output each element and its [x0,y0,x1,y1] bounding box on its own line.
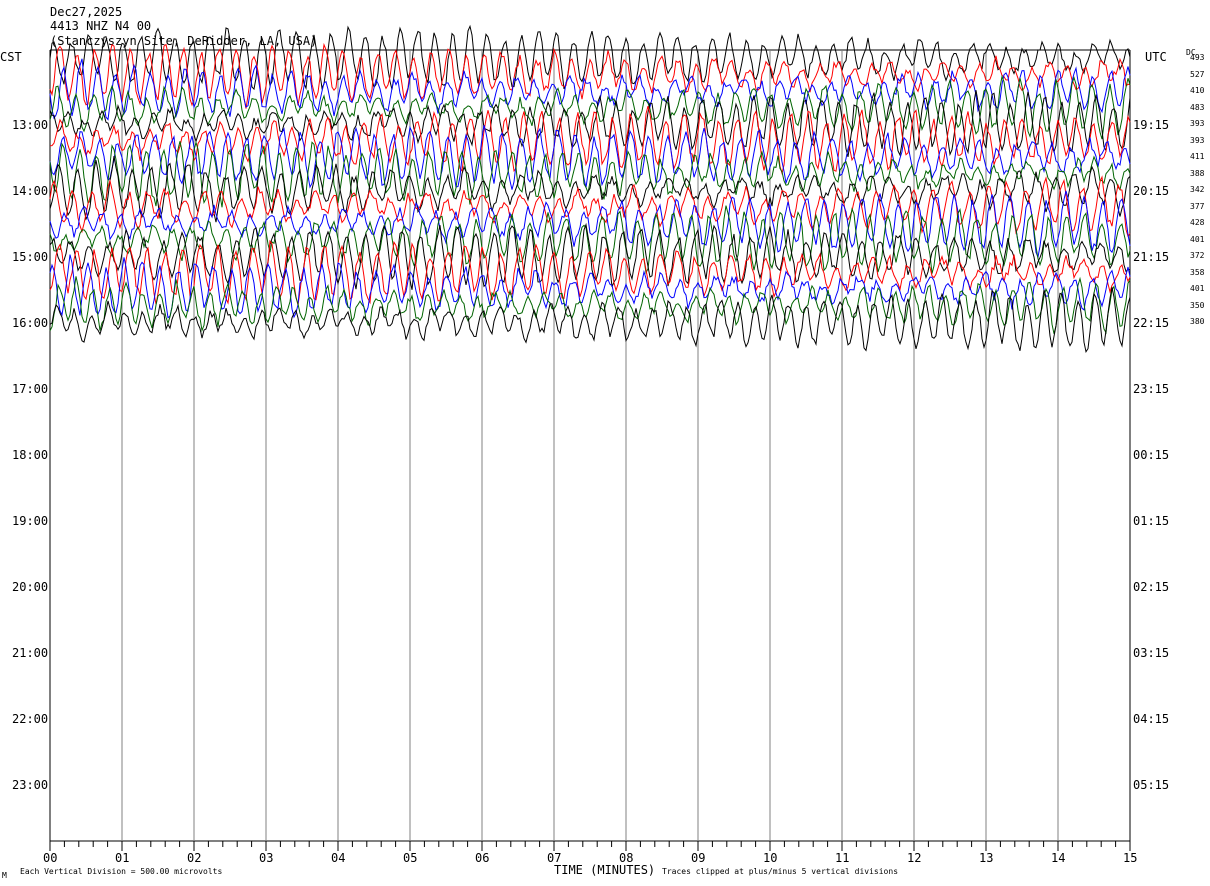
left-hour-label: 22:00 [12,712,49,726]
seismic-trace [49,222,1131,290]
seismic-trace [49,90,1131,158]
left-hour-label: 16:00 [12,316,49,330]
dc-value: 380 [1190,317,1205,326]
dc-value: 401 [1190,234,1205,244]
seismic-trace [49,190,1131,259]
left-hour-label: 15:00 [12,250,49,264]
x-tick-label: 08 [619,851,634,865]
left-hour-label: 19:00 [12,514,49,528]
seismic-trace [49,276,1131,335]
x-tick-label: 01 [115,851,130,865]
x-tick-label: 10 [763,851,778,865]
left-hour-label: 13:00 [12,118,49,132]
dc-value: 393 [1190,119,1205,128]
seismic-trace [49,105,1131,176]
right-hour-label: 04:15 [1133,712,1170,726]
right-hour-label: 21:15 [1133,250,1170,264]
footer-scale-note: Each Vertical Division = 500.00 microvol… [20,867,223,876]
dc-header-label: DC [1186,48,1196,57]
right-hour-label: 19:15 [1133,118,1170,132]
left-hour-label: 21:00 [12,646,49,660]
dc-value: 401 [1190,284,1205,293]
right-hour-label: 03:15 [1133,646,1170,660]
x-tick-label: 05 [403,851,418,865]
chart-date: Dec27,2025 [50,5,123,19]
corner-mark: M [2,871,7,880]
dc-value: 388 [1190,168,1205,178]
seismic-trace [49,42,1131,109]
seismic-trace [49,24,1131,91]
right-hour-label: 22:15 [1133,316,1170,330]
dc-value: 410 [1190,86,1205,95]
right-hour-label: 20:15 [1133,184,1170,198]
seismic-trace [49,254,1131,319]
dc-value: 377 [1190,201,1205,211]
x-axis-title: TIME (MINUTES) [554,863,656,877]
seismic-trace [49,156,1131,223]
x-tick-label: 03 [259,851,274,865]
left-hour-label: 18:00 [12,448,49,462]
left-hour-label: 20:00 [12,580,49,594]
plot-grid [49,49,1131,842]
x-tick-label: 02 [187,851,202,865]
seismic-trace [49,175,1131,238]
x-tick-label: 13 [979,851,994,865]
seismic-trace [49,239,1131,306]
dc-value: 350 [1190,300,1205,310]
dc-value: 342 [1190,185,1205,194]
x-tick-label: 07 [547,851,562,865]
seismic-trace [49,58,1131,121]
dc-value: 527 [1190,69,1205,79]
right-hour-label: 05:15 [1133,778,1170,792]
dc-value: 393 [1190,135,1205,145]
left-hour-label: 14:00 [12,184,49,198]
chart-station: (Stanczyszyn Site, DeRidder, LA, USA) [50,34,318,48]
right-hour-label: 02:15 [1133,580,1170,594]
seismic-trace [49,205,1131,275]
dc-value: 372 [1190,251,1205,260]
dc-value: 411 [1190,152,1205,161]
right-timezone-label: UTC [1145,50,1167,64]
left-timezone-label: CST [0,50,22,64]
dc-value: 428 [1190,218,1205,227]
seismic-trace [49,140,1131,208]
dc-value: 483 [1190,102,1205,112]
dc-value: 358 [1190,267,1205,277]
x-tick-label: 04 [331,851,346,865]
seismic-trace [49,74,1131,140]
left-hour-label: 17:00 [12,382,49,396]
x-tick-label: 14 [1051,851,1066,865]
x-tick-label: 15 [1123,851,1138,865]
seismic-trace [49,287,1131,353]
right-hour-label: 01:15 [1133,514,1170,528]
x-tick-label: 06 [475,851,490,865]
dc-value: 493 [1190,53,1205,62]
right-hour-label: 23:15 [1133,382,1170,396]
x-tick-label: 00 [43,851,58,865]
x-tick-label: 09 [691,851,706,865]
x-axis-ticks [49,841,1131,851]
x-tick-label: 11 [835,851,850,865]
trace-group [49,24,1131,353]
right-hour-label: 00:15 [1133,448,1170,462]
footer-clip-note: Traces clipped at plus/minus 5 vertical … [662,867,899,876]
chart-channel: 4413 NHZ N4 00 [50,19,152,33]
x-tick-label: 12 [907,851,922,865]
left-hour-label: 23:00 [12,778,49,792]
seismic-trace [49,124,1131,190]
